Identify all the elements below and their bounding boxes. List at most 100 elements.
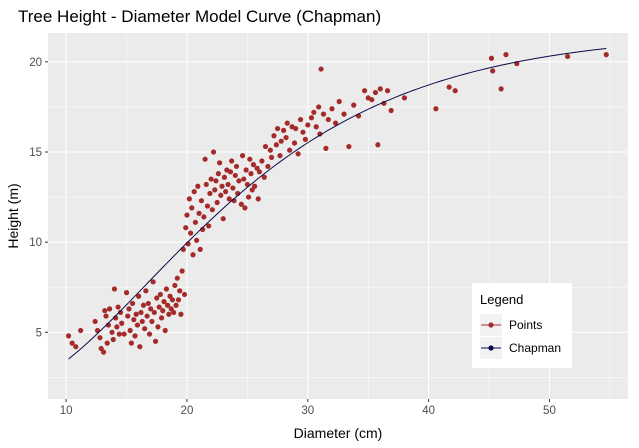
data-point bbox=[195, 183, 201, 189]
x-tick-label: 30 bbox=[301, 405, 314, 417]
data-point bbox=[281, 127, 287, 133]
data-point bbox=[149, 318, 155, 325]
data-point bbox=[201, 214, 207, 220]
y-tick-label: 5 bbox=[36, 327, 42, 339]
data-point bbox=[277, 153, 283, 159]
data-point bbox=[271, 133, 277, 139]
data-point bbox=[161, 299, 167, 305]
data-point bbox=[239, 153, 246, 159]
data-point bbox=[377, 86, 383, 92]
data-point bbox=[369, 97, 375, 103]
data-point bbox=[325, 116, 331, 123]
data-point bbox=[233, 163, 240, 170]
data-point bbox=[97, 335, 103, 341]
data-point bbox=[175, 297, 182, 303]
data-point bbox=[274, 125, 281, 132]
legend-label-chapman: Chapman bbox=[509, 341, 561, 355]
x-axis-ticks: 10 20 30 40 50 bbox=[60, 399, 556, 417]
data-point bbox=[156, 304, 162, 310]
data-point bbox=[192, 219, 199, 225]
data-point bbox=[248, 171, 254, 177]
data-point bbox=[151, 309, 157, 316]
data-point bbox=[313, 124, 319, 130]
data-point bbox=[372, 89, 379, 96]
data-point bbox=[302, 136, 308, 142]
data-point bbox=[145, 300, 151, 307]
data-point bbox=[100, 349, 107, 355]
y-axis-ticks: 5 10 15 20 bbox=[29, 57, 48, 339]
data-point bbox=[332, 120, 339, 126]
data-point bbox=[305, 122, 311, 128]
data-point bbox=[172, 282, 178, 289]
data-point bbox=[215, 171, 221, 177]
data-point bbox=[203, 181, 209, 188]
data-point bbox=[221, 174, 228, 180]
data-point bbox=[150, 279, 156, 285]
data-point bbox=[190, 252, 196, 258]
data-point bbox=[184, 212, 190, 218]
data-point bbox=[564, 53, 571, 60]
data-point bbox=[291, 140, 298, 146]
data-point bbox=[284, 120, 290, 126]
data-point bbox=[278, 138, 284, 144]
data-point bbox=[178, 311, 184, 317]
data-point bbox=[148, 306, 154, 312]
legend-label-points: Points bbox=[509, 318, 542, 332]
data-point bbox=[132, 333, 138, 339]
data-point bbox=[138, 309, 144, 316]
y-tick-label: 15 bbox=[29, 147, 42, 159]
chart-title: Tree Height - Diameter Model Curve (Chap… bbox=[18, 7, 381, 26]
chapman-curve bbox=[68, 47, 607, 360]
data-point bbox=[295, 151, 301, 157]
data-point bbox=[259, 158, 265, 164]
data-point bbox=[92, 318, 98, 325]
data-point bbox=[212, 187, 218, 193]
data-point bbox=[384, 88, 391, 94]
data-point bbox=[171, 309, 177, 316]
data-point bbox=[219, 183, 225, 189]
data-point bbox=[503, 52, 509, 58]
data-point bbox=[191, 189, 197, 195]
data-point bbox=[174, 275, 180, 281]
data-point bbox=[238, 201, 244, 207]
y-tick-label: 20 bbox=[29, 57, 42, 69]
data-point bbox=[133, 311, 139, 317]
y-axis-title: Height (m) bbox=[5, 183, 21, 248]
data-point bbox=[250, 162, 257, 168]
legend-title: Legend bbox=[480, 292, 523, 307]
data-point bbox=[117, 309, 124, 316]
data-point bbox=[329, 106, 335, 112]
data-point bbox=[317, 131, 323, 137]
x-tick-label: 40 bbox=[422, 405, 435, 417]
data-point bbox=[180, 246, 186, 252]
data-point bbox=[388, 107, 394, 114]
data-point bbox=[163, 286, 170, 292]
data-point bbox=[311, 109, 317, 115]
data-point bbox=[433, 106, 439, 112]
data-point bbox=[137, 344, 143, 350]
data-point bbox=[255, 196, 261, 202]
data-point bbox=[103, 313, 109, 319]
data-point bbox=[162, 327, 168, 334]
data-point bbox=[134, 322, 141, 328]
data-point bbox=[446, 84, 452, 90]
data-point bbox=[229, 158, 235, 164]
data-point bbox=[243, 167, 249, 173]
data-point bbox=[323, 145, 329, 151]
data-point bbox=[110, 336, 116, 343]
data-point bbox=[181, 291, 188, 298]
data-point bbox=[341, 111, 347, 117]
data-point bbox=[245, 194, 252, 200]
x-tick-label: 50 bbox=[543, 405, 556, 417]
legend-marker-chapman bbox=[488, 345, 494, 351]
data-point bbox=[452, 88, 458, 94]
legend: Legend Points Chapman bbox=[472, 283, 572, 368]
data-point bbox=[247, 156, 253, 162]
data-point bbox=[241, 176, 247, 182]
data-point bbox=[65, 333, 72, 339]
data-point bbox=[308, 115, 315, 121]
data-point bbox=[283, 134, 289, 141]
data-point bbox=[194, 237, 200, 243]
data-point bbox=[226, 196, 232, 202]
